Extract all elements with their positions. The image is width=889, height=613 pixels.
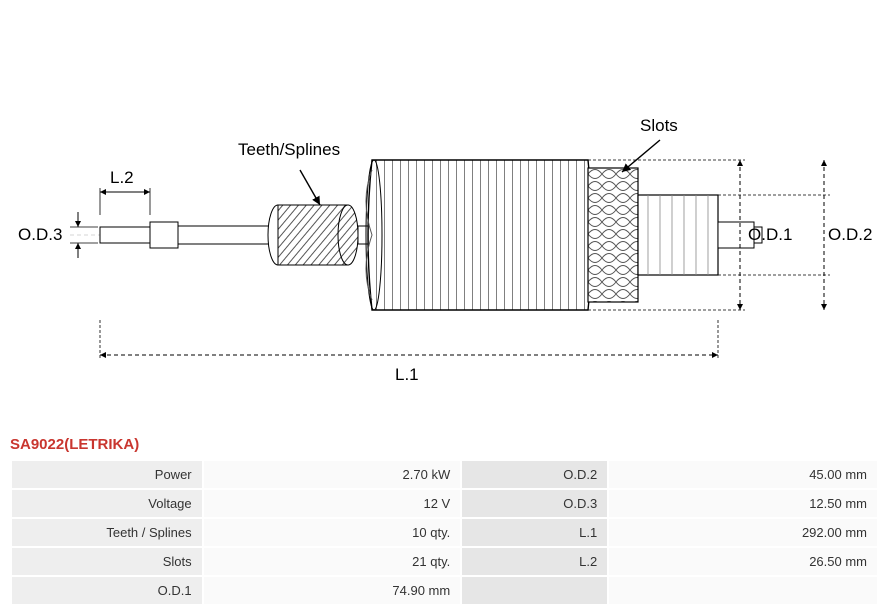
spec-key: Voltage <box>12 490 202 517</box>
spec-key: O.D.2 <box>462 461 607 488</box>
spec-value <box>609 577 877 604</box>
label-od3: O.D.3 <box>18 225 62 245</box>
armature-diagram: Teeth/Splines Slots L.2 O.D.3 L.1 O.D.1 … <box>0 0 889 430</box>
spec-value: 292.00 mm <box>609 519 877 546</box>
table-row: Slots 21 qty. L.2 26.50 mm <box>12 548 877 575</box>
label-l1: L.1 <box>395 365 419 385</box>
spec-value: 12.50 mm <box>609 490 877 517</box>
table-row: Teeth / Splines 10 qty. L.1 292.00 mm <box>12 519 877 546</box>
spec-key: Slots <box>12 548 202 575</box>
spec-table: Power 2.70 kW O.D.2 45.00 mm Voltage 12 … <box>10 459 879 606</box>
spec-key: Power <box>12 461 202 488</box>
label-od2: O.D.2 <box>828 225 872 245</box>
spec-value: 10 qty. <box>204 519 461 546</box>
product-title: SA9022(LETRIKA) <box>0 430 889 459</box>
diagram-svg <box>0 0 889 430</box>
label-teeth-splines: Teeth/Splines <box>238 140 340 160</box>
spec-value: 45.00 mm <box>609 461 877 488</box>
spec-value: 2.70 kW <box>204 461 461 488</box>
spec-key: O.D.3 <box>462 490 607 517</box>
label-od1: O.D.1 <box>748 225 792 245</box>
table-row: Power 2.70 kW O.D.2 45.00 mm <box>12 461 877 488</box>
table-row: O.D.1 74.90 mm <box>12 577 877 604</box>
spec-key: Teeth / Splines <box>12 519 202 546</box>
spec-key <box>462 577 607 604</box>
spec-key: L.2 <box>462 548 607 575</box>
label-l2: L.2 <box>110 168 134 188</box>
spec-key: L.1 <box>462 519 607 546</box>
spec-value: 21 qty. <box>204 548 461 575</box>
spec-value: 26.50 mm <box>609 548 877 575</box>
spec-value: 74.90 mm <box>204 577 461 604</box>
table-row: Voltage 12 V O.D.3 12.50 mm <box>12 490 877 517</box>
spec-value: 12 V <box>204 490 461 517</box>
spec-key: O.D.1 <box>12 577 202 604</box>
label-slots: Slots <box>640 116 678 136</box>
